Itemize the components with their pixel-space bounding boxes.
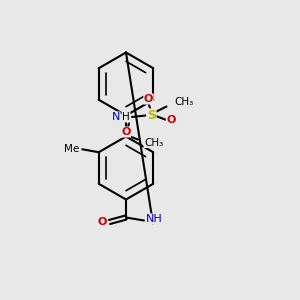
Text: O: O bbox=[121, 127, 131, 137]
Text: NH: NH bbox=[146, 214, 162, 224]
Text: CH₃: CH₃ bbox=[174, 97, 193, 107]
Text: O: O bbox=[166, 115, 176, 125]
Text: N: N bbox=[112, 112, 120, 122]
Text: H: H bbox=[122, 112, 130, 122]
Text: O: O bbox=[97, 217, 107, 227]
Text: S: S bbox=[147, 109, 156, 122]
Text: O: O bbox=[144, 94, 153, 104]
Text: CH₃: CH₃ bbox=[144, 137, 163, 148]
Text: Me: Me bbox=[64, 144, 79, 154]
